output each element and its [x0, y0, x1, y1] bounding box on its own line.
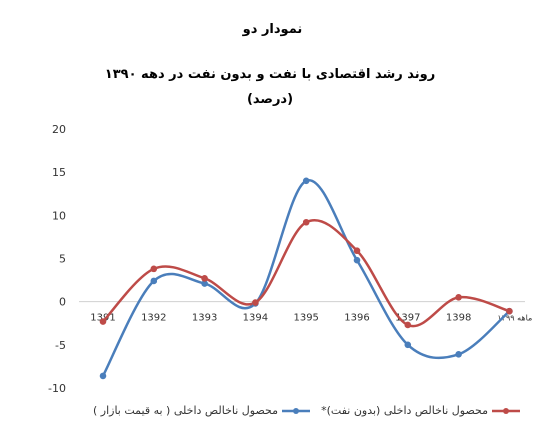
legend-label-series-2: محصول ناخالص داخلی (بدون نفت)*: [321, 404, 488, 417]
chart-legend: محصول ناخالص داخلی (بدون نفت)* محصول ناخ…: [80, 404, 520, 426]
x-tick-label: 1395: [293, 313, 318, 324]
y-tick-label: 15: [52, 166, 66, 179]
chart-subtitle: روند رشد اقتصادی با نفت و بدون نفت در ده…: [104, 67, 436, 82]
series-2-point: [201, 275, 208, 282]
y-tick-label: 5: [59, 253, 66, 266]
series-1-point: [302, 177, 310, 185]
series-line-1: [101, 179, 511, 377]
x-tick-label: 1398: [446, 313, 471, 324]
series-2-point: [506, 307, 513, 315]
series-2-point: [99, 318, 107, 325]
chart-axes: 20 15 10 5 0 -5 -10 1391 1392 1393 1394 1395 1396 139…: [48, 123, 535, 395]
x-tick-label: 1392: [141, 313, 166, 324]
series-2-point: [252, 299, 259, 306]
series-1-point: [201, 280, 208, 287]
series-1-point: [404, 341, 412, 349]
series-2-point: [150, 265, 158, 273]
x-tick-label: 1391: [90, 313, 115, 324]
chart-title: نمودار دو: [242, 22, 303, 37]
y-tick-label: 10: [52, 209, 66, 222]
legend-label-series-1: محصول ناخالص داخلی ( به قیمت بازار ): [92, 404, 278, 417]
x-tick-label: 1394: [243, 313, 268, 324]
legend-item-series-2: محصول ناخالص داخلی (بدون نفت)*: [321, 404, 520, 417]
x-tick-label: 1393: [192, 313, 217, 324]
x-tick-label: 1396: [344, 313, 369, 324]
series-2-point: [404, 321, 412, 329]
chart-unit-note: (درصد): [246, 92, 294, 107]
series-2-point: [455, 294, 462, 301]
series-2-point: [302, 218, 310, 226]
y-tick-label: 0: [59, 296, 66, 309]
series-1-point: [150, 277, 158, 285]
series-2-point: [353, 247, 361, 255]
legend-marker-series-2: [492, 407, 520, 414]
x-tick-label: 1397: [395, 313, 420, 324]
x-tick-label: ته ماهه ۱۳۹۹: [497, 314, 535, 323]
y-tick-label: -10: [48, 382, 66, 395]
series-line-2: [102, 219, 510, 328]
series-layer: [99, 177, 513, 380]
legend-marker-series-1: [282, 407, 310, 414]
y-tick-label: -5: [55, 339, 66, 352]
legend-item-series-1: محصول ناخالص داخلی ( به قیمت بازار ): [93, 404, 310, 417]
series-1-point: [353, 256, 361, 264]
series-1-point: [99, 372, 107, 380]
y-tick-label: 20: [52, 123, 66, 136]
series-1-point: [455, 351, 462, 358]
